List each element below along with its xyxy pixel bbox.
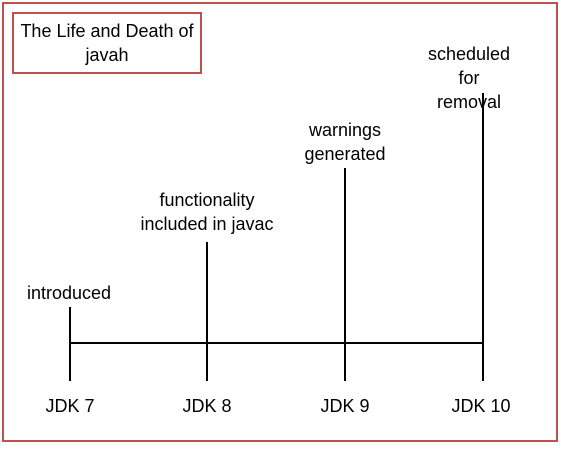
release-label-jdk-7: JDK 7	[45, 396, 95, 416]
release-label-jdk-8: JDK 8	[182, 396, 232, 416]
diagram-title: The Life and Death of javah	[20, 21, 194, 65]
event-label-warnings: warnings generated	[304, 120, 386, 164]
event-label-removal: scheduled for removal	[427, 44, 511, 112]
release-label-jdk-10: JDK 10	[451, 396, 511, 416]
diagram-frame	[2, 2, 558, 442]
release-label-jdk-9: JDK 9	[320, 396, 370, 416]
diagram-title-box: The Life and Death of javah	[12, 12, 202, 74]
event-label-introduced: introduced	[26, 283, 112, 303]
event-label-included-in-javac: functionality included in javac	[140, 190, 274, 234]
